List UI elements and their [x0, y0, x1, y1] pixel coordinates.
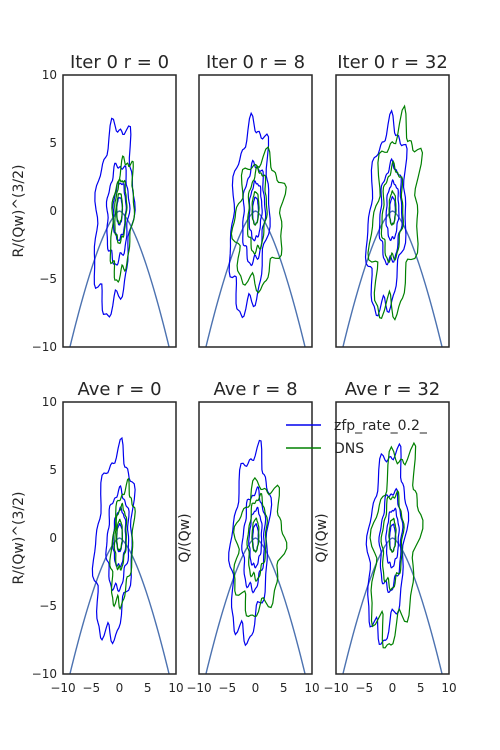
panel-plot-area: [69, 117, 170, 347]
vieillefosse-curve: [342, 210, 443, 347]
panel-title: Iter 0 r = 8: [206, 52, 305, 73]
contour-dns: [114, 178, 128, 245]
panel-title: Ave r = 32: [345, 379, 441, 400]
contour-dns: [388, 517, 397, 553]
x-tick-label: −5: [218, 681, 236, 695]
panel-plot-area: [69, 436, 170, 674]
contour-dns: [367, 104, 424, 321]
panel-3: Iter 0 r = 32: [335, 52, 450, 348]
contour-dns: [380, 489, 405, 591]
contour-zfp: [105, 485, 130, 593]
legend-label: zfp_rate_0.2_: [334, 418, 428, 434]
contour-dns: [115, 518, 123, 551]
x-tick-label: 0: [389, 681, 397, 695]
panel-title: Ave r = 8: [213, 379, 297, 400]
y-axis-label: Q/(Qw): [177, 513, 193, 562]
x-tick-label: 5: [280, 681, 288, 695]
contour-zfp: [365, 442, 410, 646]
axes-frame: [335, 401, 450, 675]
x-tick-label: 0: [252, 681, 260, 695]
contour-zfp: [378, 487, 404, 594]
x-tick-label: 10: [441, 681, 456, 695]
panel-title: Ave r = 0: [77, 379, 161, 400]
contour-dns: [251, 517, 260, 553]
y-axis-label: R/(Qw)^(3/2): [11, 164, 27, 257]
contour-zfp: [105, 162, 131, 266]
panel-5: Ave r = 8 −10 −5 0 5 10 Q/(Qw): [177, 379, 320, 695]
axes-frame: [335, 74, 450, 348]
x-tick-label: 5: [417, 681, 425, 695]
y-axis-label: R/(Qw)^(3/2): [11, 491, 27, 584]
panel-title: Iter 0 r = 0: [70, 52, 169, 73]
contour-dns: [109, 477, 136, 611]
x-tick-label: −10: [50, 681, 75, 695]
y-tick-label: −5: [39, 272, 57, 286]
x-tick-label: −5: [82, 681, 100, 695]
contour-dns: [246, 492, 268, 583]
contour-zfp: [242, 159, 267, 267]
panel-plot-area: [205, 111, 306, 347]
y-tick-label: 0: [49, 204, 57, 218]
contour-dns: [380, 159, 404, 263]
vieillefosse-curve: [69, 537, 170, 674]
legend: zfp_rate_0.2_ DNS: [286, 418, 428, 457]
y-tick-label: 0: [49, 531, 57, 545]
contour-zfp: [228, 111, 271, 319]
panel-plot-area: [342, 104, 443, 347]
vieillefosse-curve: [69, 210, 170, 347]
contour-dns: [115, 192, 124, 225]
y-tick-label: 10: [42, 395, 57, 409]
contour-zfp: [112, 181, 127, 242]
panel-2: Iter 0 r = 8: [198, 52, 313, 348]
panel-plot-area: [342, 441, 443, 674]
y-tick-label: 5: [49, 136, 57, 150]
contour-dns: [113, 502, 128, 571]
y-tick-label: 10: [42, 68, 57, 82]
contour-zfp: [385, 507, 400, 569]
contour-zfp: [385, 178, 400, 242]
contour-zfp: [91, 436, 136, 645]
contour-zfp: [364, 109, 408, 317]
contour-dns: [251, 191, 260, 226]
x-tick-label: −10: [323, 681, 348, 695]
x-tick-label: 5: [144, 681, 152, 695]
contour-dns: [247, 165, 268, 255]
panel-1: Iter 0 r = 0 10 5 0 −5 −10 R/(Qw)^(3/2): [11, 52, 177, 354]
axes-frame: [198, 74, 313, 348]
x-tick-label: 10: [168, 681, 183, 695]
y-tick-label: −5: [39, 599, 57, 613]
panel-6: Ave r = 32 −10 −5 0 5 10 Q/(Qw): [314, 379, 457, 695]
contour-dns: [233, 476, 288, 618]
y-tick-label: −10: [32, 340, 57, 354]
panel-4: Ave r = 0 10 5 0 −5 −10−10 −5 0 5 10 R/(Qw)^(3/2): [11, 379, 184, 695]
y-tick-label: −10: [32, 667, 57, 681]
vieillefosse-curve: [205, 210, 306, 347]
y-tick-label: 5: [49, 463, 57, 477]
y-axis-label: Q/(Qw): [314, 513, 330, 562]
vieillefosse-curve: [342, 537, 443, 674]
panel-plot-area: [205, 439, 306, 674]
contour-zfp: [228, 439, 273, 647]
contour-dns: [230, 146, 287, 294]
contour-dns: [369, 441, 424, 649]
contour-dns: [109, 155, 136, 283]
contour-zfp: [248, 506, 263, 569]
axes-frame: [198, 401, 313, 675]
contour-zfp: [241, 486, 267, 594]
vieillefosse-curve: [205, 537, 306, 674]
x-tick-label: 0: [116, 681, 124, 695]
panel-title: Iter 0 r = 32: [337, 52, 448, 73]
legend-label: DNS: [334, 441, 364, 457]
axes-frame: [62, 401, 177, 675]
x-tick-label: −5: [355, 681, 373, 695]
axes-frame: [62, 74, 177, 348]
x-tick-label: −10: [186, 681, 211, 695]
contour-zfp: [248, 180, 263, 242]
x-tick-label: 10: [304, 681, 319, 695]
contour-dns: [388, 189, 397, 226]
contour-zfp: [93, 117, 136, 318]
